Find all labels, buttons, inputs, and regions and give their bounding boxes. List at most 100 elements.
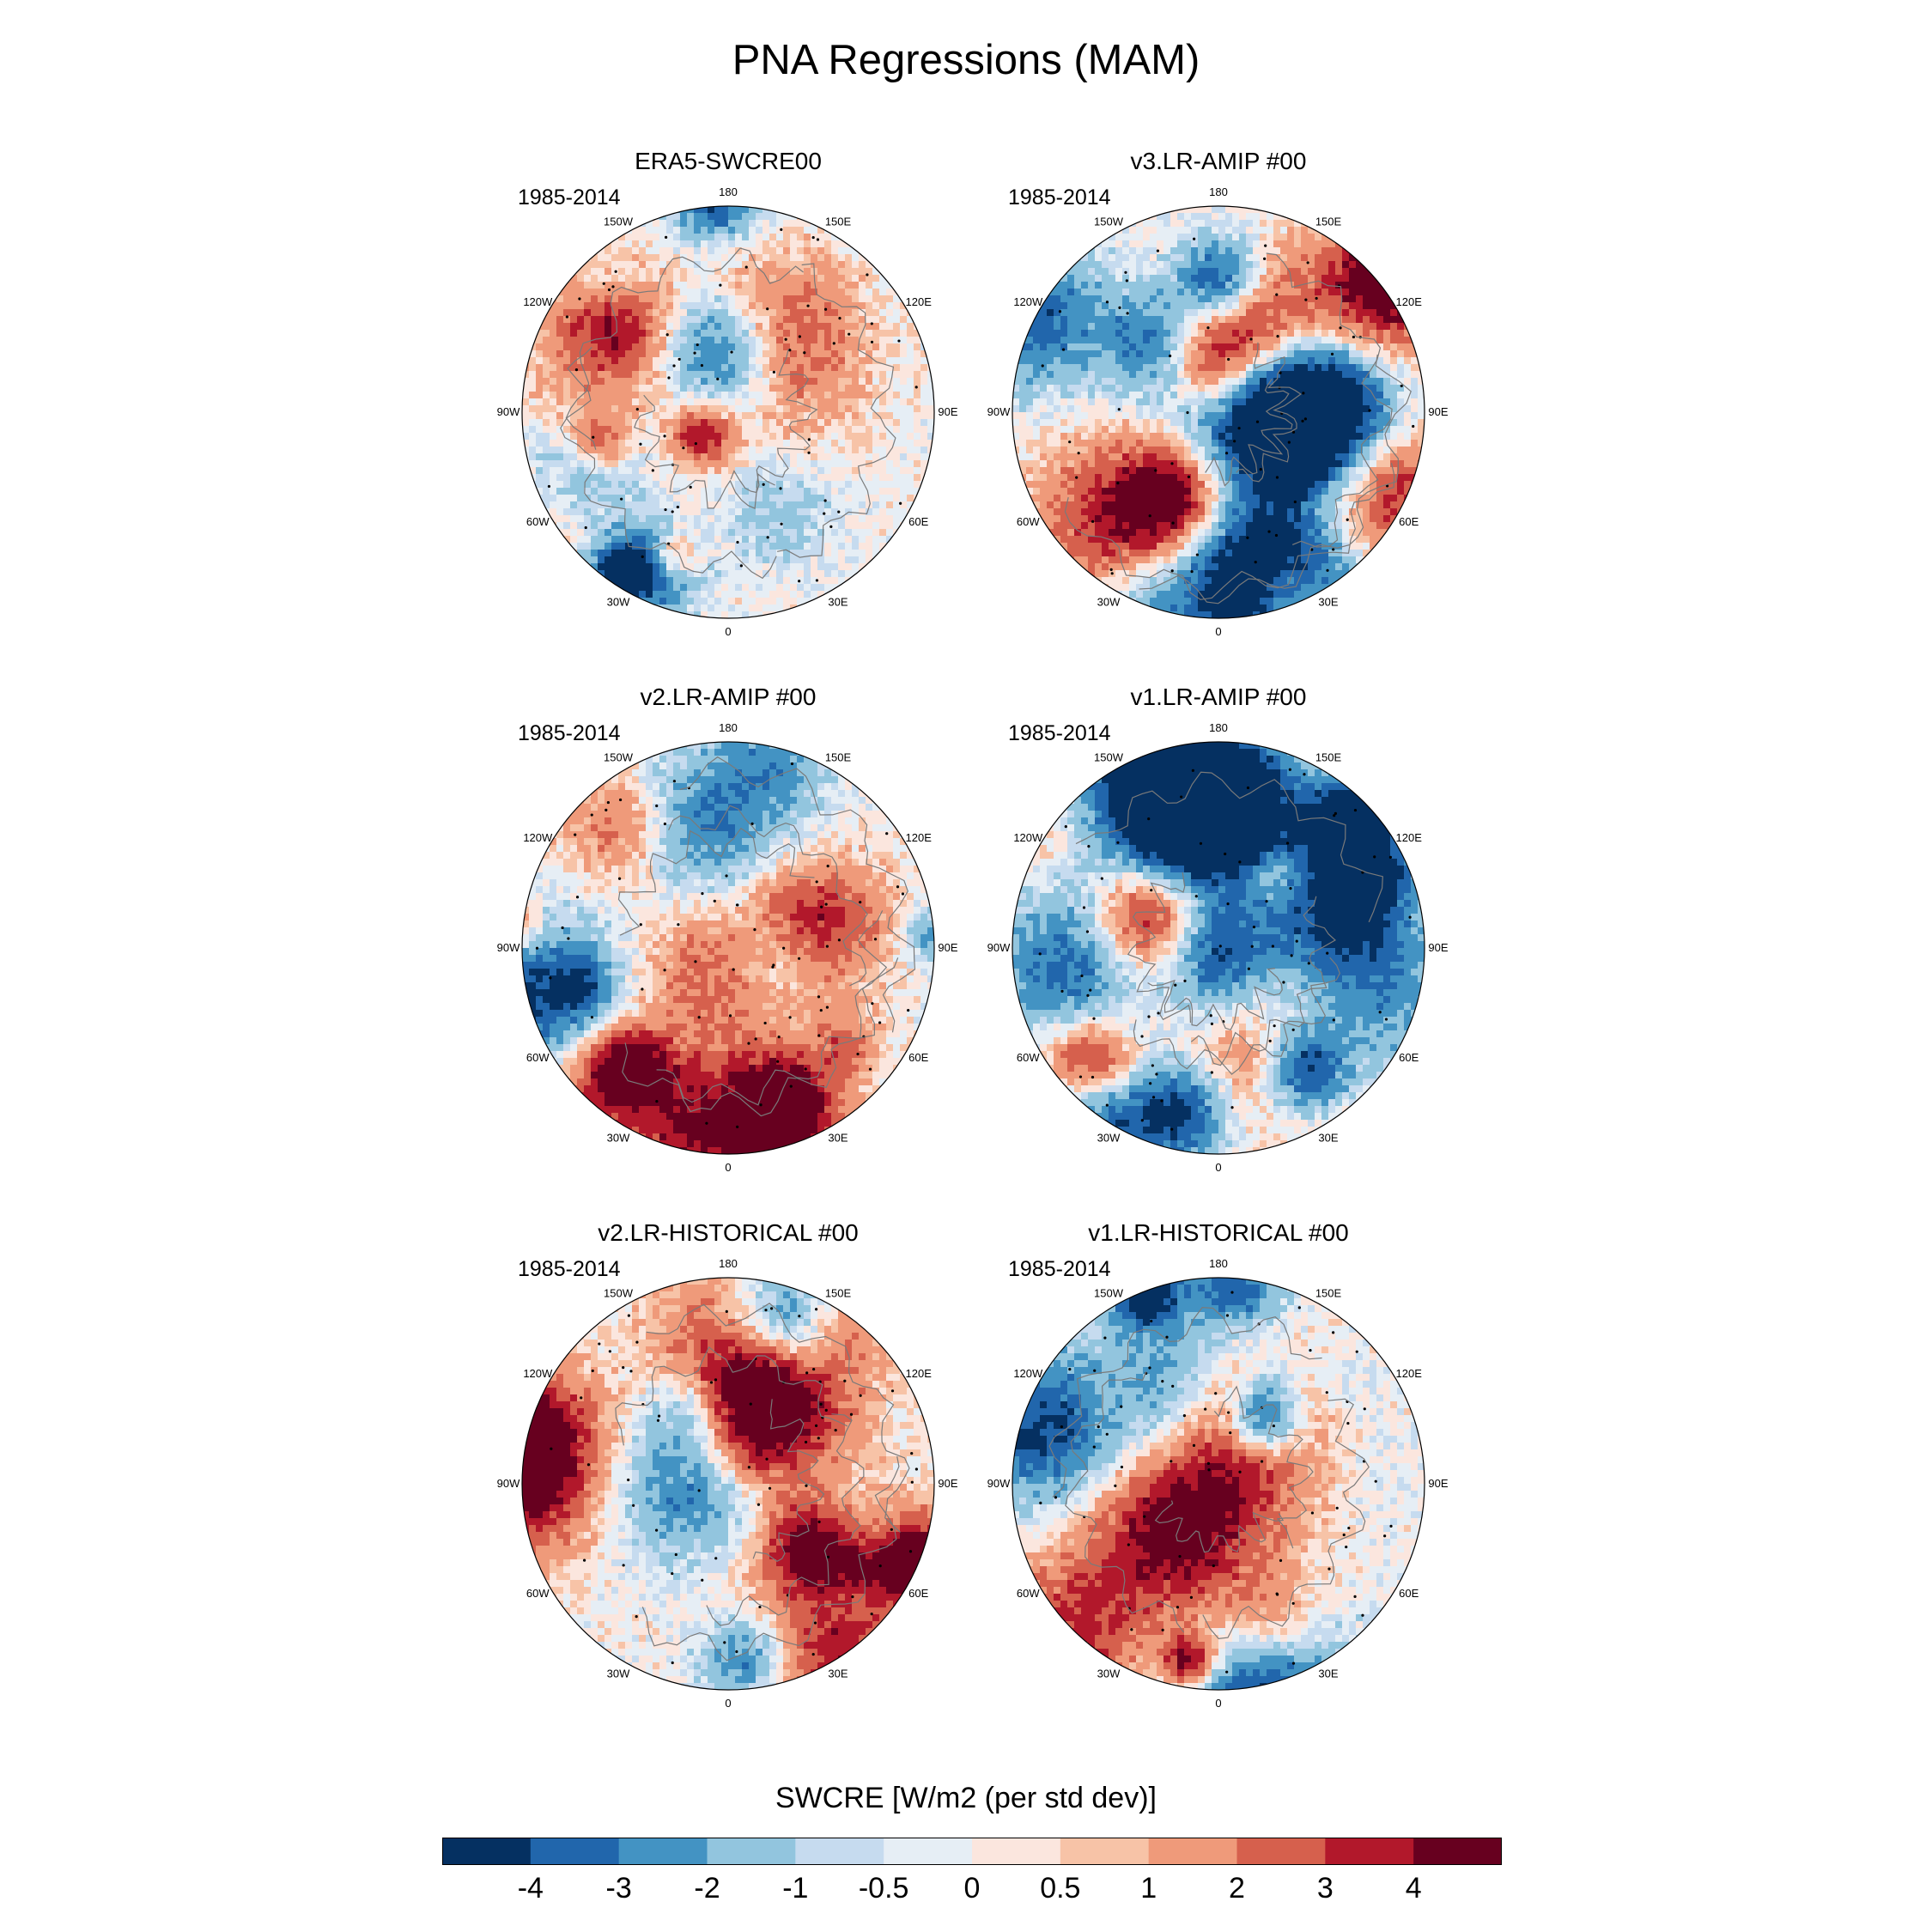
longitude-label: 60E (1399, 1051, 1419, 1064)
panel-period: 1985-2014 (518, 1257, 621, 1281)
map-panel: v1.LR-HISTORICAL #00 1985-2014 180 150E 12… (978, 1218, 1459, 1710)
longitude-label: 120E (1396, 295, 1423, 308)
colorbar-swatch (972, 1838, 1061, 1865)
polar-map: 180 150E 120E 90E 60E 30E 0 30W 60W 90W 120W 150W (987, 1257, 1449, 1710)
longitude-label: 120E (1396, 1367, 1423, 1380)
longitude-label: 180 (1209, 721, 1228, 734)
longitude-label: 30E (828, 1132, 848, 1145)
panel-title: v1.LR-HISTORICAL #00 (1088, 1219, 1349, 1246)
longitude-label: 30W (1097, 1668, 1121, 1680)
colorbar-tick-label: 4 (1405, 1872, 1422, 1905)
longitude-label: 150W (604, 215, 634, 228)
colorbar-swatch (618, 1838, 708, 1865)
longitude-label: 120E (906, 295, 933, 308)
longitude-label: 120W (1013, 831, 1043, 844)
longitude-label: 30W (607, 596, 630, 609)
longitude-label: 60W (526, 515, 550, 528)
figure-title: PNA Regressions (MAM) (732, 37, 1200, 83)
longitude-label: 180 (1209, 1257, 1228, 1270)
longitude-label: 120E (1396, 831, 1423, 844)
longitude-label: 90W (497, 405, 520, 418)
panel-title: v3.LR-AMIP #00 (1130, 148, 1307, 174)
longitude-label: 150W (1094, 215, 1124, 228)
colorbar-tick-label: 3 (1316, 1872, 1334, 1905)
longitude-label: 120E (906, 1367, 933, 1380)
longitude-label: 30W (1097, 596, 1121, 609)
panel-title: v2.LR-AMIP #00 (640, 683, 817, 710)
longitude-label: 90E (938, 941, 957, 954)
polar-map: 180 150E 120E 90E 60E 30E 0 30W 60W 90W 120W 150W (497, 721, 958, 1174)
longitude-label: 120W (523, 1367, 553, 1380)
longitude-label: 60E (908, 1051, 928, 1064)
colorbar-title: SWCRE [W/m2 (per std dev)] (775, 1782, 1157, 1814)
polar-map: 180 150E 120E 90E 60E 30E 0 30W 60W 90W 120W 150W (497, 1257, 958, 1710)
colorbar-tick-label: -4 (517, 1872, 544, 1905)
colorbar-swatch (795, 1838, 884, 1865)
colorbar-tick-label: -2 (694, 1872, 720, 1905)
longitude-label: 30W (1097, 1132, 1121, 1145)
colorbar-tick-label: -1 (782, 1872, 809, 1905)
colorbar-tick-label: 0 (963, 1872, 981, 1905)
longitude-label: 150W (1094, 750, 1124, 763)
longitude-label: 90W (987, 941, 1011, 954)
longitude-label: 60E (908, 1587, 928, 1600)
longitude-label: 60W (1017, 1051, 1040, 1064)
longitude-label: 180 (719, 721, 738, 734)
longitude-label: 60W (1017, 515, 1040, 528)
longitude-label: 120W (1013, 295, 1043, 308)
longitude-label: 0 (725, 1697, 731, 1710)
colorbar (442, 1838, 1502, 1865)
longitude-label: 150W (1094, 1286, 1124, 1299)
colorbar-tick-label: 2 (1229, 1872, 1245, 1905)
longitude-label: 150E (1315, 215, 1342, 228)
longitude-label: 30E (828, 1668, 848, 1680)
longitude-label: 60E (908, 515, 928, 528)
longitude-label: 60W (1017, 1587, 1040, 1600)
map-panel: v2.LR-AMIP #00 1985-2014 180 150E 120E 90E 6… (488, 682, 969, 1174)
longitude-label: 120W (523, 831, 553, 844)
longitude-label: 90E (938, 1477, 957, 1490)
longitude-label: 150W (604, 1286, 634, 1299)
longitude-label: 90W (497, 1477, 520, 1490)
colorbar-swatch (442, 1838, 532, 1865)
longitude-label: 90E (1428, 941, 1448, 954)
longitude-label: 30W (607, 1132, 630, 1145)
longitude-label: 120W (523, 295, 553, 308)
longitude-label: 150W (604, 750, 634, 763)
longitude-label: 30E (1318, 596, 1338, 609)
longitude-label: 90E (938, 405, 957, 418)
panel-title: v2.LR-HISTORICAL #00 (598, 1219, 859, 1246)
longitude-label: 0 (725, 1161, 731, 1174)
map-panel: v3.LR-AMIP #00 1985-2014 180 150E 120E 90E 6… (978, 146, 1459, 638)
longitude-label: 60E (1399, 515, 1419, 528)
map-panel: v1.LR-AMIP #00 1985-2014 180 150E 120E 90E 6… (978, 682, 1459, 1174)
polar-map: 180 150E 120E 90E 60E 30E 0 30W 60W 90W 120W 150W (497, 185, 958, 638)
longitude-label: 60W (526, 1587, 550, 1600)
colorbar-swatch (1413, 1838, 1502, 1865)
panel-title: ERA5-SWCRE00 (635, 148, 822, 174)
polar-map: 180 150E 120E 90E 60E 30E 0 30W 60W 90W 120W 150W (987, 721, 1449, 1174)
longitude-label: 150E (825, 750, 852, 763)
longitude-label: 150E (825, 215, 852, 228)
colorbar-tick-label: 0.5 (1040, 1872, 1081, 1905)
panel-period: 1985-2014 (1008, 185, 1111, 210)
polar-map: 180 150E 120E 90E 60E 30E 0 30W 60W 90W 120W 150W (987, 185, 1449, 638)
longitude-label: 30E (1318, 1668, 1338, 1680)
panel-period: 1985-2014 (1008, 721, 1111, 745)
longitude-label: 60W (526, 1051, 550, 1064)
longitude-label: 90E (1428, 405, 1448, 418)
longitude-label: 180 (719, 1257, 738, 1270)
colorbar-tick-label: -0.5 (858, 1872, 909, 1905)
longitude-label: 60E (1399, 1587, 1419, 1600)
longitude-label: 0 (1215, 1161, 1221, 1174)
colorbar-tick-label: 1 (1140, 1872, 1157, 1905)
longitude-label: 180 (1209, 185, 1228, 198)
colorbar-swatch (1148, 1838, 1237, 1865)
panel-title: v1.LR-AMIP #00 (1130, 683, 1307, 710)
colorbar-tick-label: -3 (605, 1872, 632, 1905)
longitude-label: 0 (725, 625, 731, 638)
longitude-label: 120W (1013, 1367, 1043, 1380)
longitude-label: 90W (987, 1477, 1011, 1490)
panel-period: 1985-2014 (1008, 1257, 1111, 1281)
longitude-label: 150E (825, 1286, 852, 1299)
